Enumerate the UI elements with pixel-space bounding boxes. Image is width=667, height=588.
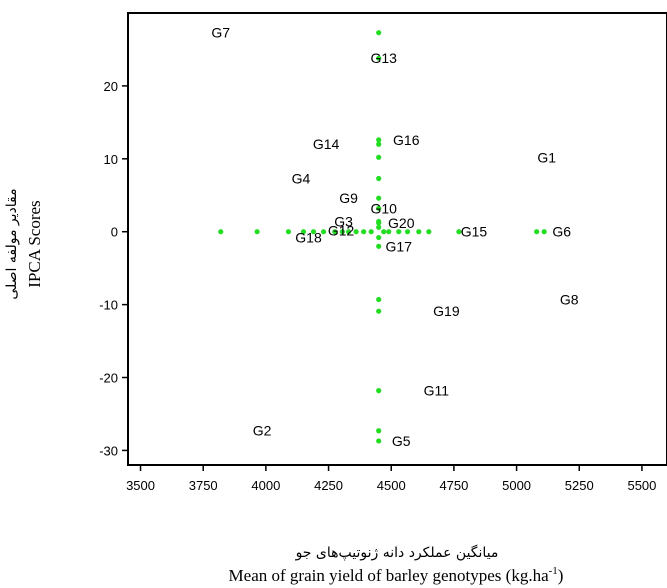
data-point — [381, 229, 387, 235]
data-point — [376, 296, 382, 303]
data-point — [376, 438, 382, 444]
data-point — [376, 243, 382, 249]
genotype-label-g10: G10 — [370, 200, 397, 216]
y-tick-label: -30 — [99, 443, 118, 458]
x-axis-title-sup: -1 — [549, 565, 558, 577]
genotype-label-g14: G14 — [313, 136, 340, 152]
x-tick-label: 3750 — [189, 478, 218, 493]
data-point — [376, 55, 382, 61]
x-axis-title-main: Mean of grain yield of barley genotypes … — [229, 566, 550, 585]
genotype-label-g5: G5 — [392, 433, 411, 449]
genotype-label-g9: G9 — [339, 190, 358, 206]
data-point — [534, 229, 540, 235]
genotype-label-g7: G7 — [211, 25, 230, 41]
data-point — [320, 229, 327, 235]
data-point — [361, 229, 367, 235]
x-tick-label: 4000 — [251, 478, 280, 493]
x-tick-label: 4500 — [377, 478, 406, 493]
data-point — [310, 229, 317, 235]
x-tick-label: 5000 — [502, 478, 531, 493]
x-axis-title: Mean of grain yield of barley genotypes … — [229, 565, 564, 585]
genotype-labels: G1 G2 G3 G4 G5 G6 G7 G8 G9 G10 G11 G12 G13 G14 G15 G16 G… — [211, 25, 578, 449]
data-point — [541, 229, 547, 235]
data-point — [339, 229, 345, 235]
data-point — [376, 224, 382, 230]
y-axis: -30 -20 -10 0 10 20 — [99, 79, 128, 458]
data-point — [376, 137, 382, 143]
x-tick-label: 5500 — [627, 478, 656, 493]
data-point — [368, 229, 374, 235]
data-point — [404, 229, 411, 235]
genotype-label-g1: G1 — [537, 149, 556, 165]
data-point — [346, 229, 352, 235]
data-point — [376, 175, 382, 182]
y-tick-label: -10 — [99, 298, 118, 313]
genotype-label-g8: G8 — [560, 292, 579, 308]
x-tick-label: 4250 — [314, 478, 343, 493]
x-axis-title-close: ) — [558, 566, 564, 585]
data-point — [254, 229, 260, 235]
genotype-label-g17: G17 — [386, 238, 413, 254]
genotype-label-g19: G19 — [433, 303, 460, 319]
data-point — [376, 154, 382, 160]
data-point — [376, 30, 382, 36]
data-point — [376, 428, 382, 434]
data-point — [386, 229, 392, 235]
data-point — [456, 229, 462, 235]
genotype-label-g2: G2 — [253, 423, 272, 439]
plot-area — [127, 12, 667, 466]
data-point — [285, 229, 292, 235]
y-tick-label: 20 — [104, 79, 118, 94]
x-tick-label: 4750 — [439, 478, 468, 493]
x-tick-label: 3500 — [126, 478, 155, 493]
x-tick-label: 5250 — [565, 478, 594, 493]
genotype-label-g16: G16 — [393, 132, 420, 148]
genotype-label-g20: G20 — [388, 215, 415, 231]
data-point — [300, 229, 307, 235]
x-axis: 3500 3750 4000 4250 4500 4750 5000 5250 5500 — [126, 465, 656, 493]
y-axis-title: IPCA Scores — [25, 200, 44, 287]
y-tick-label: -20 — [99, 371, 118, 386]
genotype-label-g18: G18 — [295, 230, 322, 246]
data-point — [353, 229, 359, 235]
data-point — [376, 308, 382, 314]
y-tick-label: 0 — [111, 225, 118, 240]
data-point — [426, 229, 432, 235]
data-points — [218, 30, 547, 444]
x-axis-title-persian: میانگین عملکرد دانه ژنوتیپ‌های جو — [295, 544, 499, 561]
data-point — [332, 229, 338, 235]
data-point — [376, 195, 382, 201]
genotype-label-g3: G3 — [334, 214, 353, 230]
y-axis-title-persian: مقادیر مولفه اصلی — [4, 188, 20, 299]
data-point — [218, 229, 224, 235]
data-point — [416, 229, 422, 235]
genotype-label-g13: G13 — [370, 50, 397, 66]
genotype-label-g11: G11 — [424, 383, 450, 399]
data-point — [376, 220, 382, 226]
y-tick-label: 10 — [104, 152, 118, 167]
data-point — [376, 141, 382, 147]
data-point — [376, 388, 382, 394]
data-point — [396, 229, 402, 235]
genotype-label-g12: G12 — [328, 222, 355, 238]
data-point — [376, 205, 382, 211]
data-point — [376, 234, 382, 241]
genotype-label-g6: G6 — [552, 224, 571, 240]
genotype-label-g15: G15 — [461, 224, 488, 240]
genotype-label-g4: G4 — [292, 170, 311, 186]
